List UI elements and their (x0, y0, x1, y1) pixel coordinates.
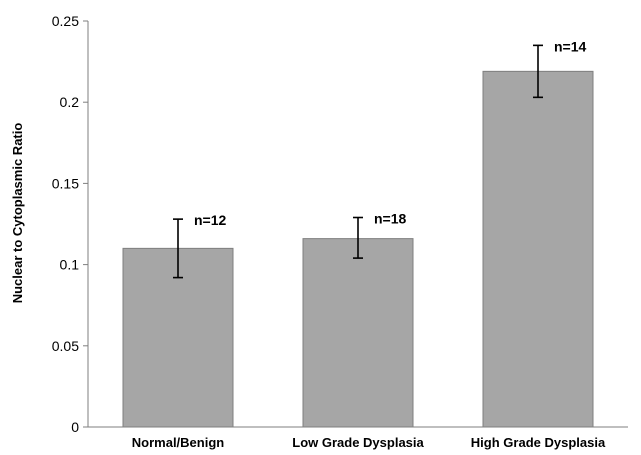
y-tick-label: 0.1 (60, 257, 80, 273)
category-label: High Grade Dysplasia (471, 435, 606, 450)
sample-size-label: n=18 (374, 211, 407, 227)
y-tick-label: 0 (71, 419, 79, 435)
category-labels: Normal/Benign Low Grade Dysplasia High Gra… (132, 435, 606, 450)
y-tick-label: 0.15 (52, 175, 79, 191)
y-tick-label: 0.05 (52, 338, 79, 354)
sample-size-label: n=14 (554, 38, 587, 54)
category-label: Low Grade Dysplasia (292, 435, 424, 450)
y-axis-label: Nuclear to Cytoplasmic Ratio (10, 123, 25, 304)
bar (482, 70, 594, 428)
sample-size-label: n=12 (194, 212, 227, 228)
annotations-layer: n=12 n=18 n=14 (194, 38, 587, 228)
category-label: Normal/Benign (132, 435, 225, 450)
y-tick-label: 0.2 (60, 94, 80, 110)
y-axis-ticks: 0 0.05 0.1 0.15 0.2 0.25 (52, 13, 88, 435)
bars-layer (122, 70, 594, 428)
error-bars-layer (173, 44, 543, 279)
bar (302, 238, 414, 428)
y-tick-label: 0.25 (52, 13, 79, 29)
